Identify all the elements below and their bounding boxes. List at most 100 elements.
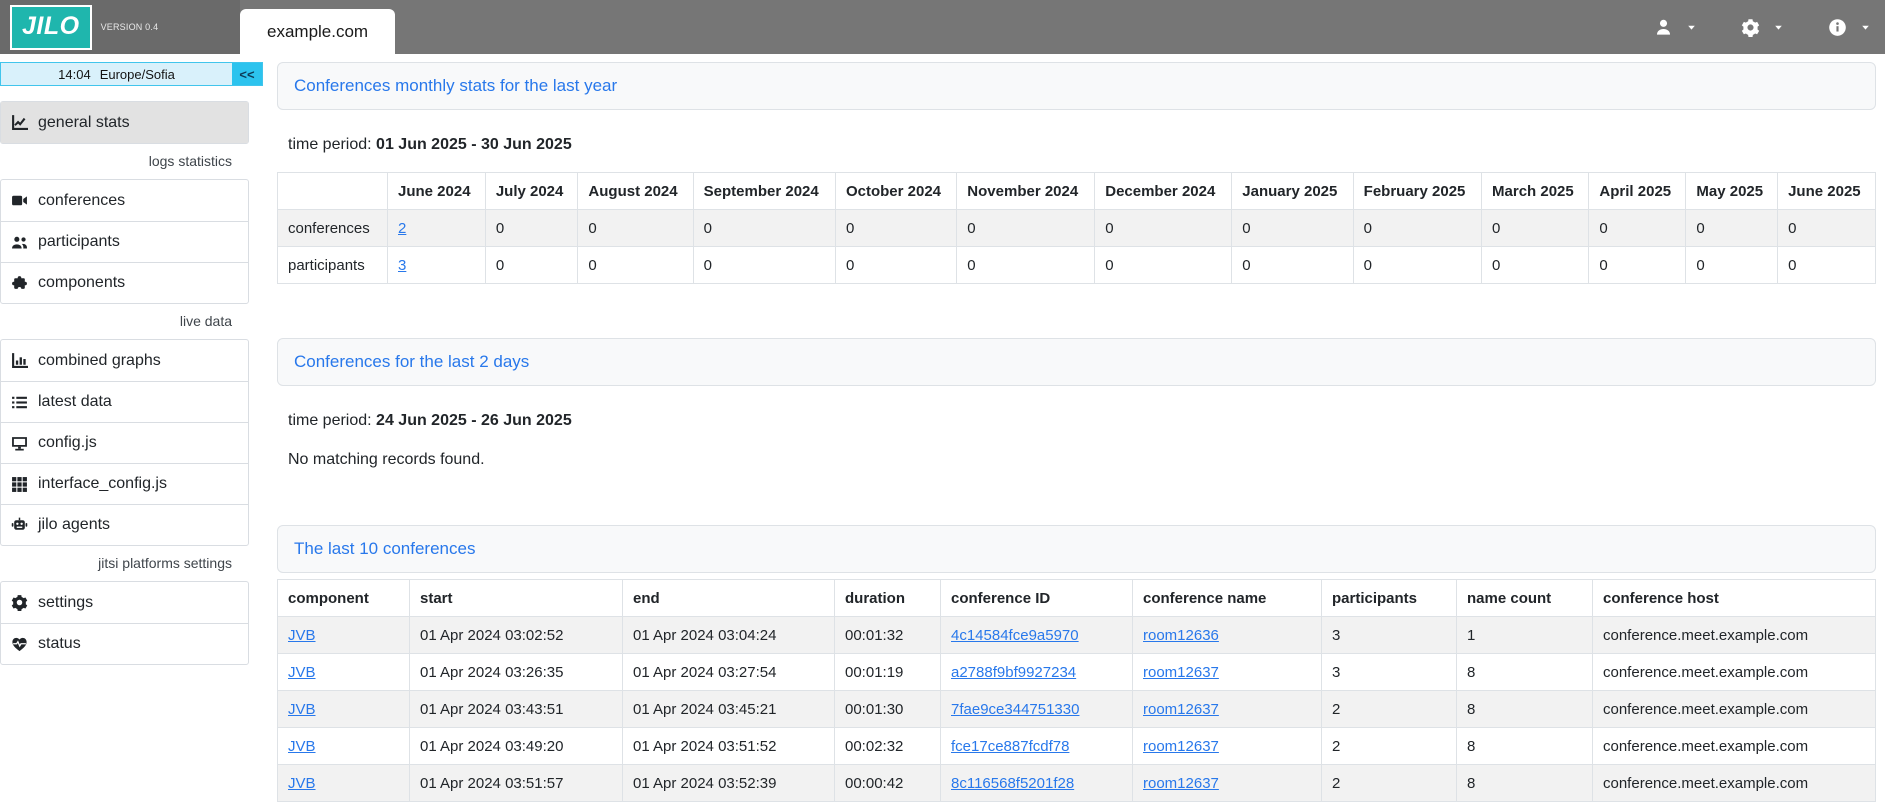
participants-cell: 2 <box>1321 764 1457 802</box>
stat-cell: 2 <box>387 209 486 247</box>
participants-cell: 3 <box>1321 653 1457 691</box>
component-link[interactable]: JVB <box>288 626 316 644</box>
conference-id-cell: 8c116568f5201f28 <box>940 764 1133 802</box>
list-icon <box>11 394 38 411</box>
sidebar-item-status[interactable]: status <box>1 623 248 664</box>
participants-cell: 2 <box>1321 727 1457 765</box>
stat-cell: 0 <box>692 209 836 247</box>
month-column-header: December 2024 <box>1094 172 1233 210</box>
conference-row: JVB 01 Apr 2024 03:49:20 01 Apr 2024 03:51… <box>277 727 1876 765</box>
jilo-logo[interactable]: JILO <box>10 4 92 50</box>
settings-menu[interactable] <box>1741 18 1784 37</box>
sidebar-item-jilo-agents[interactable]: jilo agents <box>1 504 248 545</box>
sidebar-item-label: settings <box>38 593 94 611</box>
sidebar-item-participants[interactable]: participants <box>1 221 248 262</box>
conference-name-link[interactable]: room12636 <box>1143 626 1219 644</box>
stat-cell: 0 <box>692 246 836 284</box>
conference-host-cell: conference.meet.example.com <box>1592 653 1876 691</box>
caret-down-icon <box>1686 22 1697 33</box>
monthly-stats-title[interactable]: Conferences monthly stats for the last y… <box>294 76 618 95</box>
conference-name-cell: room12636 <box>1132 616 1322 654</box>
stat-cell: 0 <box>1094 246 1233 284</box>
conference-name-link[interactable]: room12637 <box>1143 774 1219 792</box>
component-cell: JVB <box>277 653 410 691</box>
last-conferences-title[interactable]: The last 10 conferences <box>294 539 476 558</box>
name-count-cell: 8 <box>1456 727 1593 765</box>
month-column-header: April 2025 <box>1588 172 1687 210</box>
conference-name-link[interactable]: room12637 <box>1143 663 1219 681</box>
time-period-recent: time period: 24 Jun 2025 - 26 Jun 2025 <box>277 412 1876 430</box>
conference-id-link[interactable]: 4c14584fce9a5970 <box>951 626 1079 644</box>
section-recent-conferences: Conferences for the last 2 days time per… <box>277 338 1876 469</box>
component-cell: JVB <box>277 727 410 765</box>
sidebar-item-label: interface_config.js <box>38 475 167 492</box>
recent-conferences-title[interactable]: Conferences for the last 2 days <box>294 352 530 371</box>
platform-tab[interactable]: example.com <box>240 9 396 54</box>
sidebar-item-label: components <box>38 274 126 291</box>
conference-id-link[interactable]: 7fae9ce344751330 <box>951 700 1080 718</box>
component-link[interactable]: JVB <box>288 737 316 755</box>
sidebar-item-interface-config-js[interactable]: interface_config.js <box>1 463 248 504</box>
section-last-conferences: The last 10 conferences component start en… <box>277 525 1876 802</box>
sidebar-item-latest-data[interactable]: latest data <box>1 381 248 422</box>
month-column-header: March 2025 <box>1481 172 1590 210</box>
sidebar-group: combined graphs latest data config.js inter… <box>0 339 249 546</box>
chart-line-icon <box>11 114 38 131</box>
conference-name-link[interactable]: room12637 <box>1143 700 1219 718</box>
sidebar-group: general stats <box>0 101 249 144</box>
sidebar-item-general-stats[interactable]: general stats <box>1 102 248 143</box>
row-label: conferences <box>277 209 388 247</box>
stat-cell: 3 <box>387 246 486 284</box>
clock-time: 14:04 <box>58 66 91 82</box>
stat-link[interactable]: 3 <box>398 256 407 274</box>
card-header-last10: The last 10 conferences <box>277 525 1876 573</box>
stat-cell: 0 <box>834 209 958 247</box>
section-monthly-stats: Conferences monthly stats for the last y… <box>277 62 1876 284</box>
component-link[interactable]: JVB <box>288 774 316 792</box>
user-menu[interactable] <box>1654 18 1697 37</box>
duration-cell: 00:02:32 <box>834 727 941 765</box>
conference-name-link[interactable]: room12637 <box>1143 737 1219 755</box>
column-header-duration: duration <box>834 579 941 617</box>
conference-id-link[interactable]: 8c116568f5201f28 <box>951 774 1075 792</box>
sidebar-item-components[interactable]: components <box>1 262 248 303</box>
sidebar-item-settings[interactable]: settings <box>1 582 248 623</box>
conference-id-cell: 4c14584fce9a5970 <box>940 616 1133 654</box>
sidebar: 14:04 Europe/Sofia << general stats logs … <box>0 62 263 665</box>
clock-text: 14:04 Europe/Sofia <box>1 63 232 85</box>
last-conferences-table: component start end duration conference ID co… <box>277 579 1876 802</box>
conference-id-link[interactable]: a2788f9bf9927234 <box>951 663 1077 681</box>
end-cell: 01 Apr 2024 03:27:54 <box>622 653 835 691</box>
brand-block: JILO VERSION 0.4 <box>0 0 240 54</box>
name-count-cell: 8 <box>1456 764 1593 802</box>
month-column-header: October 2024 <box>834 172 958 210</box>
stat-link[interactable]: 2 <box>398 219 407 237</box>
info-menu[interactable] <box>1828 18 1871 37</box>
sidebar-item-conferences[interactable]: conferences <box>1 180 248 221</box>
sidebar-collapse-button[interactable]: << <box>232 63 262 85</box>
sidebar-item-combined-graphs[interactable]: combined graphs <box>1 340 248 381</box>
stat-cell: 0 <box>1352 209 1483 247</box>
monthly-row-participants: participants 3 0 0 0 0 0 0 0 0 0 0 0 0 <box>277 246 1876 284</box>
sidebar-item-label: latest data <box>38 393 112 410</box>
sidebar-item-label: participants <box>38 233 120 250</box>
sidebar-item-config-js[interactable]: config.js <box>1 422 248 463</box>
month-column-header <box>277 172 388 210</box>
main-content: Conferences monthly stats for the last y… <box>277 62 1876 802</box>
stat-cell: 0 <box>1481 209 1590 247</box>
gear-icon <box>11 594 38 611</box>
month-column-header: February 2025 <box>1352 172 1483 210</box>
duration-cell: 00:00:42 <box>834 764 941 802</box>
component-link[interactable]: JVB <box>288 663 316 681</box>
conference-name-cell: room12637 <box>1132 690 1322 728</box>
component-link[interactable]: JVB <box>288 700 316 718</box>
conference-id-link[interactable]: fce17ce887fcdf78 <box>951 737 1070 755</box>
sidebar-menu: general stats logs statistics conferences p… <box>0 101 263 665</box>
name-count-cell: 8 <box>1456 690 1593 728</box>
time-period-label: time period: <box>288 136 372 153</box>
conference-host-cell: conference.meet.example.com <box>1592 616 1876 654</box>
row-label: participants <box>277 246 388 284</box>
month-column-header: July 2024 <box>484 172 579 210</box>
sidebar-item-label: combined graphs <box>38 351 161 369</box>
participants-cell: 2 <box>1321 690 1457 728</box>
